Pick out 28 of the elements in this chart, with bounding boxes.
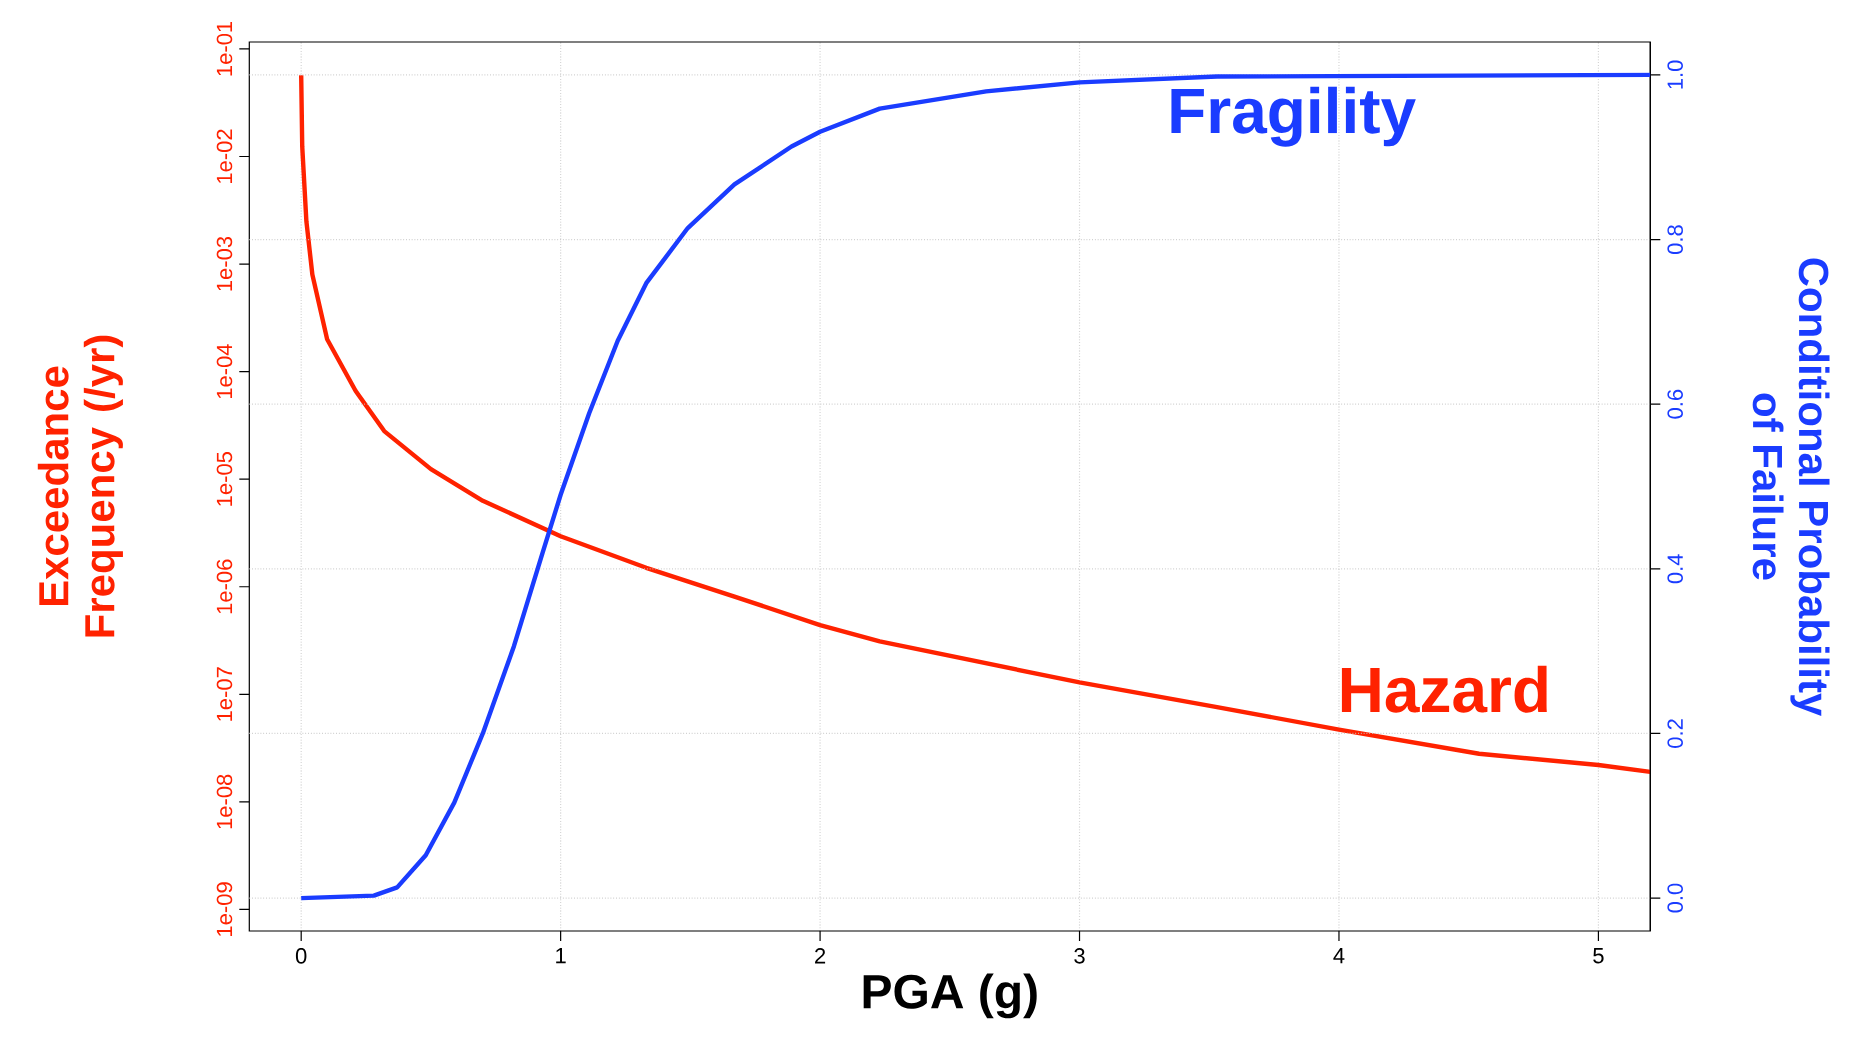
y-tick-label: 1e-02 bbox=[216, 129, 233, 183]
line-series bbox=[299, 72, 1651, 901]
y-tick-label: 1e-03 bbox=[216, 236, 233, 291]
y-axis-title: Exceedance Frequency (/yr) bbox=[37, 335, 123, 637]
y-tick-label: 1e-05 bbox=[216, 452, 233, 506]
y2-tick-label: 0.4 bbox=[1667, 554, 1683, 584]
x-tick-label: 4 bbox=[1333, 948, 1345, 964]
x-axis-title: PGA (g) bbox=[863, 973, 1037, 1019]
x-tick-label: 5 bbox=[1593, 948, 1604, 964]
series-label: Hazard bbox=[1341, 665, 1547, 713]
y2-tick-label: 0.2 bbox=[1667, 719, 1683, 748]
y2-tick-label: 0.8 bbox=[1667, 225, 1683, 254]
y-tick-label: 1e-09 bbox=[216, 882, 233, 936]
x-tick-label: 1 bbox=[556, 948, 566, 964]
y-tick-label: 1e-07 bbox=[216, 667, 233, 721]
x-tick-label: 2 bbox=[815, 948, 826, 964]
y-tick-label: 1e-01 bbox=[216, 21, 233, 76]
line-series bbox=[298, 72, 1651, 775]
series-label: Fragility bbox=[1171, 86, 1416, 147]
y-tick-label: 1e-06 bbox=[216, 559, 233, 614]
x-tick-label: 3 bbox=[1074, 948, 1085, 964]
y-tick-label: 1e-08 bbox=[216, 774, 233, 829]
y2-tick-label: 0.0 bbox=[1667, 883, 1683, 913]
y2-axis-title: Conditional Probability of Failure bbox=[1752, 258, 1830, 717]
y2-tick-label: 0.6 bbox=[1667, 389, 1683, 419]
x-tick-label: 0 bbox=[295, 948, 307, 964]
y2-tick-label: 1.0 bbox=[1667, 60, 1683, 89]
y-tick-label: 1e-04 bbox=[216, 344, 233, 399]
